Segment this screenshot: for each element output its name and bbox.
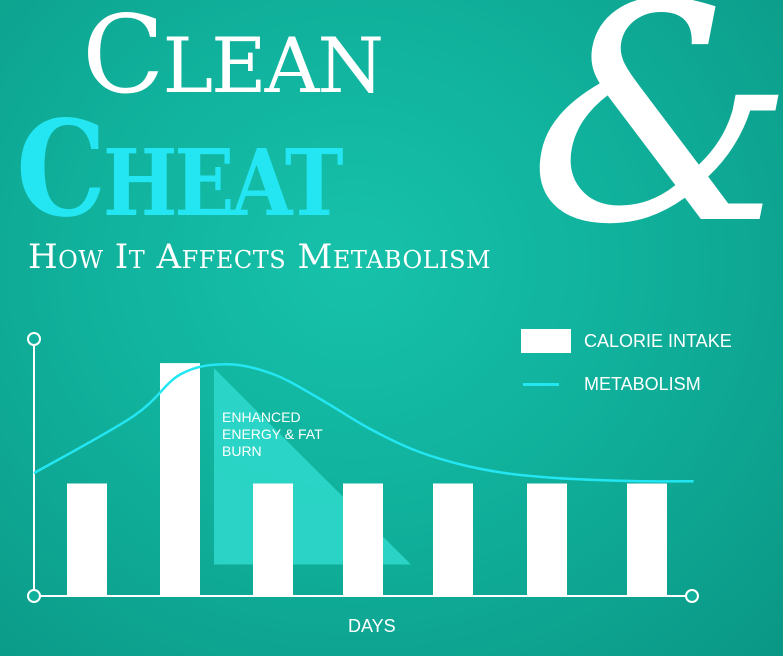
bar-day-2	[160, 363, 200, 596]
y-axis-end-marker	[27, 332, 41, 346]
x-axis-label: DAYS	[348, 616, 396, 636]
origin-marker	[27, 589, 41, 603]
bar-day-7	[627, 483, 667, 596]
title-ampersand: &	[528, 0, 783, 290]
bar-day-3	[253, 483, 293, 596]
title-clean: Clean	[82, 0, 384, 118]
title-cheat: Cheat	[16, 92, 344, 247]
legend-line-metabolism	[523, 383, 559, 386]
legend-swatch-calorie-intake	[521, 329, 571, 353]
bar-day-4	[343, 483, 383, 596]
subtitle: How It Affects Metabolism	[28, 237, 492, 277]
annotation-label: ENHANCED ENERGY & FAT BURN	[222, 409, 323, 459]
legend-label-calorie-intake: CALORIE INTAKE	[584, 331, 732, 351]
x-axis-end-marker	[685, 589, 699, 603]
bar-day-5	[433, 483, 473, 596]
bar-day-6	[527, 483, 567, 596]
legend-label-metabolism: METABOLISM	[584, 374, 701, 394]
metabolism-line	[33, 362, 694, 483]
bar-day-1	[67, 483, 107, 596]
